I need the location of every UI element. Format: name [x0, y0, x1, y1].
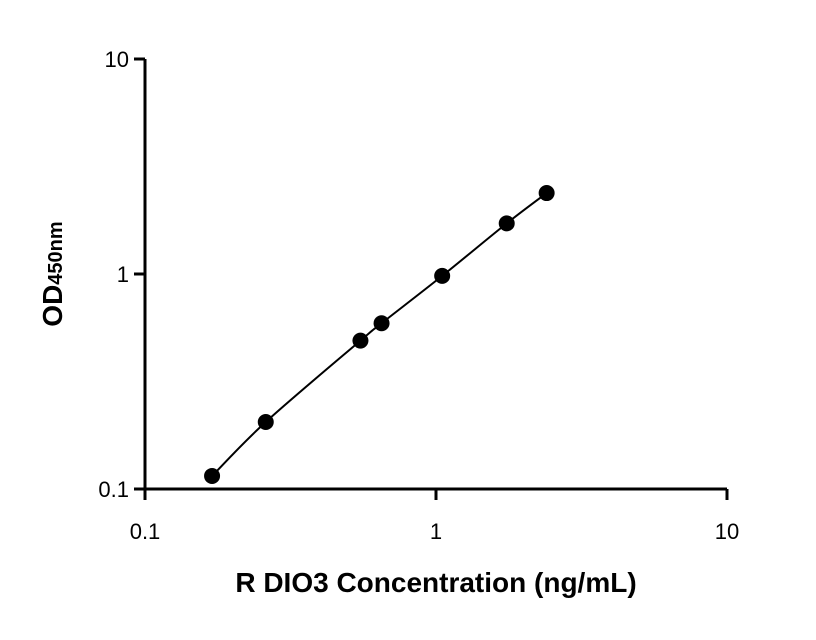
data-point	[434, 267, 451, 284]
y-tick-label: 10	[105, 47, 129, 72]
data-point	[498, 215, 515, 232]
x-tick-label: 0.1	[130, 519, 161, 544]
fit-curve	[211, 192, 548, 477]
data-point	[204, 467, 221, 484]
y-axis-title-main: OD	[37, 285, 68, 327]
data-point	[257, 413, 274, 430]
data-point	[352, 332, 369, 349]
x-axis-title: R DIO3 Concentration (ng/mL)	[235, 567, 636, 598]
data-point	[373, 315, 390, 332]
y-tick-label: 1	[117, 262, 129, 287]
x-tick-label: 1	[430, 519, 442, 544]
y-axis-title-subscript: 450nm	[45, 221, 67, 284]
data-points	[204, 185, 555, 484]
y-tick-label: 0.1	[98, 477, 129, 502]
axis-ticks: 0.1 1 10 0.1 1 10	[98, 47, 739, 544]
y-axis-title: OD450nm	[37, 221, 68, 326]
x-tick-label: 10	[715, 519, 739, 544]
data-point	[538, 185, 555, 202]
